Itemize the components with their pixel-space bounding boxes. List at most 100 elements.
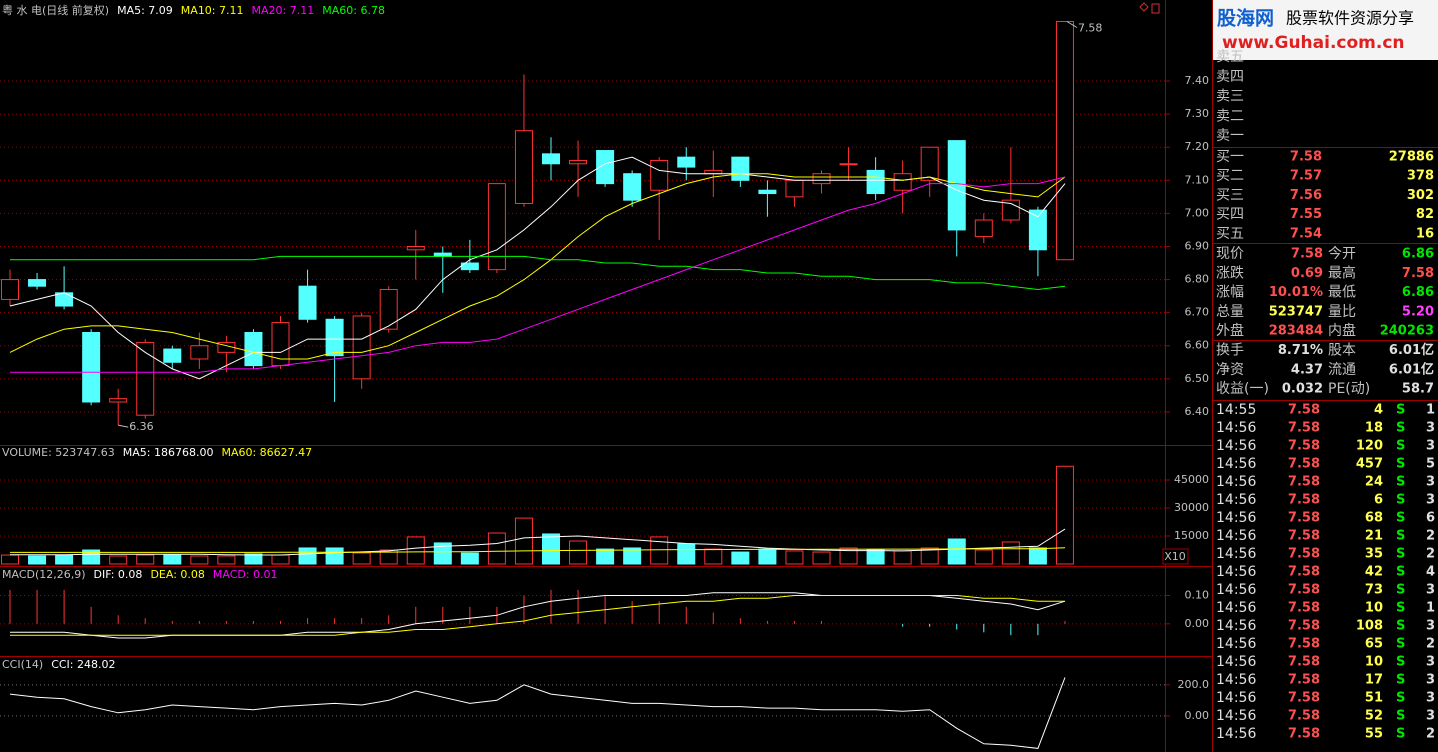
y-tick-label: 15000 (1174, 529, 1209, 542)
tick-side: S (1396, 439, 1405, 454)
tick-time: 14:56 (1216, 690, 1256, 706)
tick-side: S (1396, 655, 1405, 670)
bid-price: 7.54 (1290, 226, 1322, 241)
tick-price: 7.58 (1288, 493, 1320, 508)
info-value: 5.20 (1402, 304, 1434, 319)
volume-bar (650, 536, 669, 565)
icon-diamond[interactable] (1139, 2, 1149, 12)
info-value: 6.01亿 (1389, 342, 1434, 358)
volume-bar (596, 548, 615, 565)
volume-bar (55, 554, 74, 565)
volume-bar (812, 551, 831, 565)
tick-volume: 55 (1365, 727, 1383, 742)
tick-price: 7.58 (1288, 619, 1320, 634)
volume-bar (569, 540, 588, 565)
bid-price: 7.57 (1290, 169, 1322, 184)
annotation: 7.58 (1078, 22, 1103, 35)
tick-count: 1 (1426, 601, 1435, 616)
candle-body (82, 332, 101, 403)
volume-bar (893, 550, 912, 565)
tick-price: 7.58 (1288, 727, 1320, 742)
info-value: 10.01% (1269, 285, 1323, 300)
panel-title: 粤 水 电(日线 前复权) (2, 3, 109, 17)
info-value: 6.86 (1402, 285, 1434, 300)
tick-price: 7.58 (1288, 709, 1320, 724)
info-label: 涨幅 (1216, 285, 1244, 301)
tick-price: 7.58 (1288, 547, 1320, 562)
candle-body (731, 156, 750, 181)
tick-side: S (1396, 709, 1405, 724)
tick-side: S (1396, 547, 1405, 562)
candle-body (974, 219, 993, 238)
tick-volume: 73 (1365, 583, 1383, 598)
info-label: 换手 (1216, 342, 1244, 359)
candle-body (812, 173, 831, 185)
volume-bar (109, 555, 128, 565)
info-label: 总量 (1216, 304, 1244, 320)
tick-price: 7.58 (1288, 565, 1320, 580)
line-path (9, 677, 1066, 749)
y-tick-label: 30000 (1174, 501, 1209, 514)
tick-time: 14:56 (1216, 582, 1256, 598)
volume-bar (163, 554, 182, 565)
series-line (10, 547, 1066, 553)
volume-bar (352, 552, 371, 565)
series-line (10, 595, 1065, 636)
tick-price: 7.58 (1288, 655, 1320, 670)
logo-name: 股海网 (1217, 7, 1274, 30)
info-label: PE(动) (1328, 381, 1370, 397)
tick-count: 3 (1426, 583, 1435, 598)
tick-time: 14:56 (1216, 438, 1256, 454)
volume-bar (460, 552, 479, 565)
info-label: 收益(一) (1216, 381, 1269, 397)
info-label: 外盘 (1216, 322, 1244, 339)
y-tick-label: 6.80 (1185, 273, 1210, 286)
tick-side: S (1396, 565, 1405, 580)
tick-volume: 120 (1356, 439, 1383, 454)
icon-window[interactable] (1151, 3, 1160, 14)
candle-body (28, 279, 47, 287)
info-value: 6.86 (1402, 247, 1434, 262)
line-path (10, 255, 1066, 291)
legend-entry: DIF: 0.08 (94, 568, 143, 581)
candle-body (1, 279, 19, 300)
volume-bar (866, 549, 885, 565)
candle-body (893, 173, 912, 191)
candle-body (1055, 21, 1074, 261)
ask-label: 卖四 (1216, 69, 1244, 85)
series-line (9, 677, 1066, 749)
legend-entry: MA20: 7.11 (252, 4, 315, 17)
volume-bar (1055, 465, 1074, 565)
tick-count: 3 (1426, 619, 1435, 634)
tick-count: 2 (1426, 529, 1435, 544)
line-path (10, 528, 1066, 556)
volume-bar (28, 555, 47, 565)
info-label: 内盘 (1328, 322, 1356, 339)
candle-body (244, 332, 263, 367)
tick-count: 2 (1426, 547, 1435, 562)
tick-volume: 51 (1365, 691, 1383, 706)
tick-price: 7.58 (1288, 601, 1320, 616)
tick-price: 7.58 (1288, 691, 1320, 706)
volume-bar (704, 548, 723, 565)
bid-volume: 27886 (1389, 150, 1434, 165)
bid-volume: 302 (1407, 188, 1434, 203)
candle-body (839, 163, 858, 166)
volume-bar (190, 555, 209, 565)
candle-body (325, 318, 344, 357)
tick-price: 7.58 (1288, 457, 1320, 472)
unit-label: X10 (1164, 550, 1186, 563)
y-tick-label: 0.10 (1185, 589, 1210, 602)
y-tick-label: 6.70 (1185, 306, 1210, 319)
tick-time: 14:56 (1216, 726, 1256, 742)
tick-side: S (1396, 511, 1405, 526)
y-tick-label: 6.90 (1185, 239, 1210, 252)
y-tick-label: 6.50 (1185, 372, 1210, 385)
tick-volume: 21 (1365, 529, 1383, 544)
bid-label: 买三 (1216, 187, 1244, 203)
candle-body (55, 292, 74, 307)
tick-time: 14:56 (1216, 492, 1256, 508)
legend-entry: MA60: 86627.47 (221, 446, 312, 459)
tick-side: S (1396, 583, 1405, 598)
annotation-arrow (1066, 21, 1078, 28)
